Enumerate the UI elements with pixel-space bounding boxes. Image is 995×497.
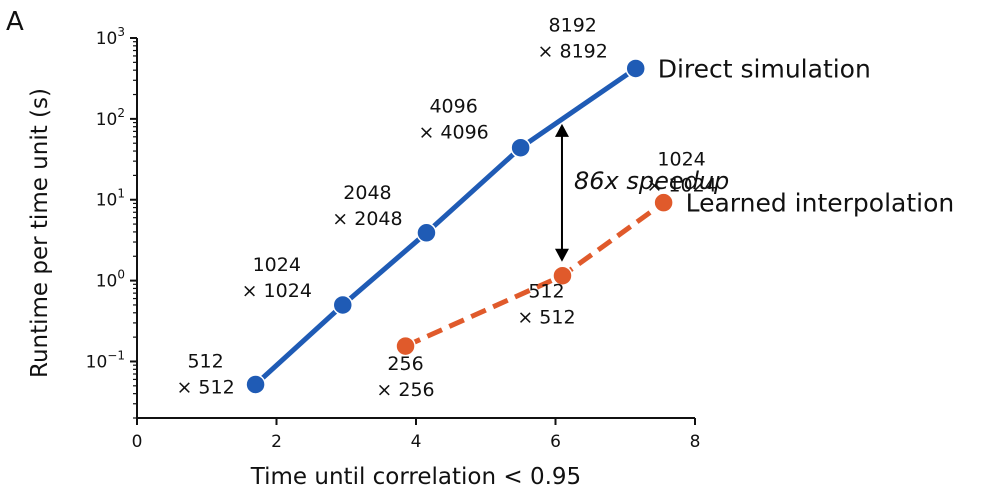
data-point-direct-2 — [416, 222, 437, 244]
x-tick-label: 0 — [132, 432, 143, 452]
speedup-arrow-head-up — [554, 123, 569, 137]
point-label-bottom: × 256 — [376, 379, 434, 401]
y-tick-label: 103 — [96, 25, 125, 49]
x-axis-title: Time until correlation < 0.95 — [250, 464, 581, 490]
speedup-arrow-head-down — [554, 248, 569, 262]
point-label-bottom: × 1024 — [242, 280, 312, 302]
annotation-layer: 86x speedup — [554, 123, 729, 262]
x-tick-label: 6 — [550, 432, 561, 452]
data-point-direct-4 — [625, 58, 646, 79]
point-label-bottom: × 512 — [176, 376, 234, 398]
point-label-top: 512 — [187, 350, 223, 372]
point-label-bottom: × 8192 — [538, 40, 608, 62]
point-label-top: 256 — [387, 353, 423, 375]
data-point-direct-3 — [510, 137, 531, 158]
y-tick-label: 102 — [96, 106, 125, 130]
point-label-top: 4096 — [429, 96, 477, 118]
point-label-bottom: × 512 — [517, 307, 575, 329]
y-tick-label: 100 — [96, 268, 125, 292]
point-label-top: 1024 — [253, 254, 301, 276]
point-label-bottom: × 2048 — [332, 208, 402, 230]
point-label-bottom: × 1024 — [646, 175, 716, 197]
labels-layer: 512 × 512 1024 × 1024 2048 × 2048 4096 × 4096 81… — [176, 14, 954, 401]
point-label-top: 1024 — [657, 149, 705, 171]
point-label-top: 2048 — [343, 182, 391, 204]
data-point-learned-1 — [552, 265, 573, 286]
x-tick-label: 8 — [690, 432, 701, 452]
series-layer — [245, 58, 674, 395]
x-tick-label: 2 — [271, 432, 282, 452]
y-tick-label: 101 — [96, 187, 125, 211]
data-point-learned-0 — [395, 335, 416, 357]
point-label-top: 512 — [528, 281, 564, 303]
point-label-bottom: × 4096 — [418, 122, 488, 144]
data-point-direct-1 — [332, 294, 354, 316]
legend-learned: Learned interpolation — [686, 189, 955, 218]
x-tick-label: 4 — [411, 432, 422, 452]
point-label-top: 8192 — [549, 14, 597, 36]
y-axis-title: Runtime per time unit (s) — [27, 88, 53, 378]
y-tick-label: 10−1 — [86, 348, 125, 372]
data-point-direct-0 — [245, 374, 266, 395]
legend-direct: Direct simulation — [658, 54, 871, 83]
axes: 0 2 4 6 8 10−1 100 101 102 103 Time until correlat… — [27, 25, 700, 490]
panel-letter: A — [6, 7, 24, 37]
speedup-label: 86x speedup — [574, 167, 729, 195]
data-point-learned-2 — [653, 192, 674, 213]
